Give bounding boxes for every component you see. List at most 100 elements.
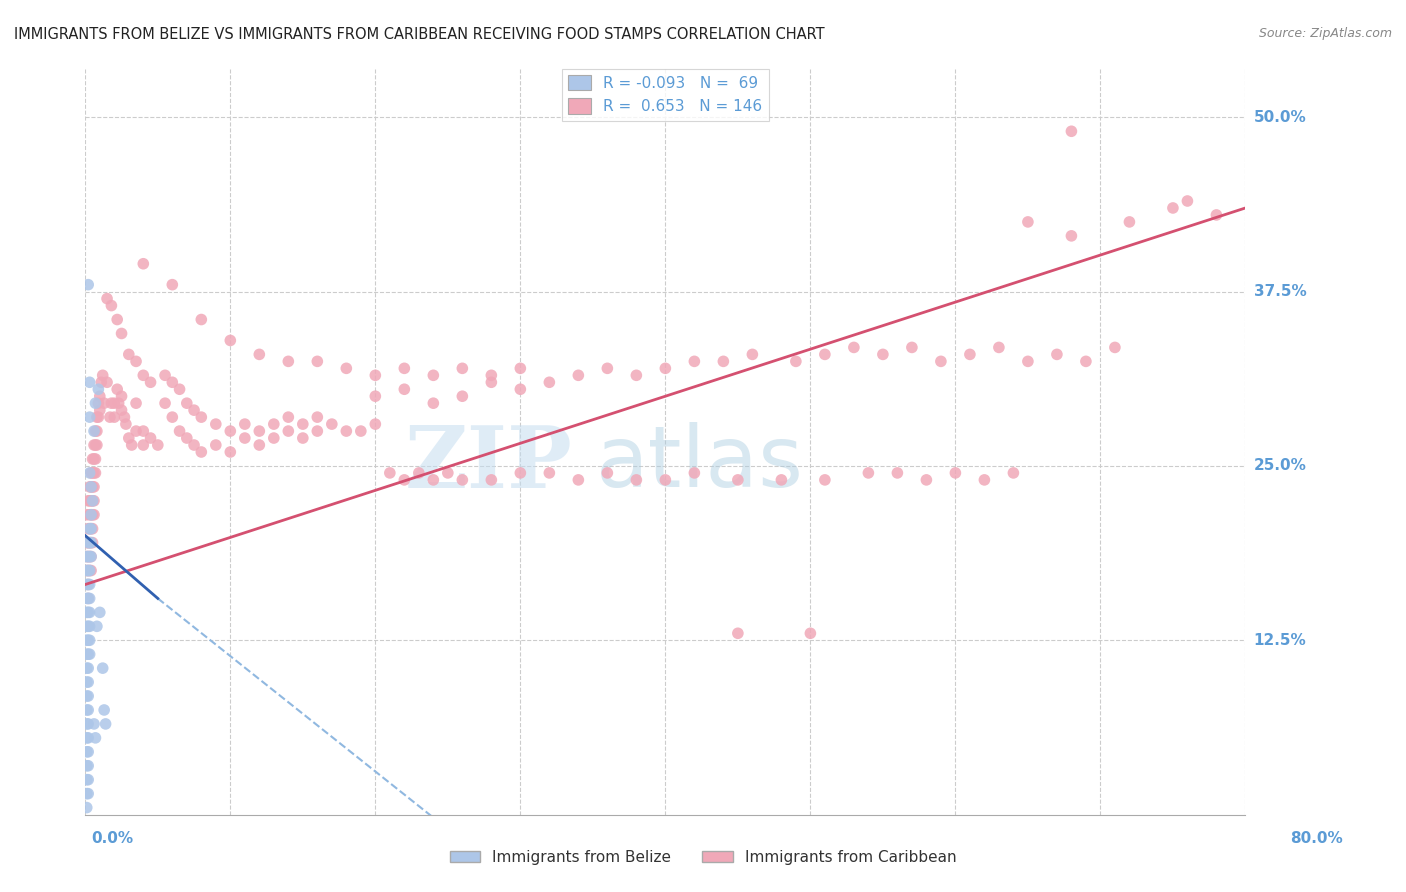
Point bbox=[77, 564, 100, 578]
Point bbox=[98, 410, 121, 425]
Point bbox=[96, 292, 118, 306]
Point bbox=[741, 347, 763, 361]
Point bbox=[1104, 340, 1126, 354]
Point bbox=[105, 312, 128, 326]
Point bbox=[814, 473, 837, 487]
Point bbox=[509, 466, 531, 480]
Point bbox=[451, 389, 474, 403]
Point bbox=[80, 535, 103, 549]
Point bbox=[378, 466, 401, 480]
Point bbox=[76, 647, 98, 661]
Point bbox=[76, 549, 98, 564]
Point bbox=[86, 619, 108, 633]
Point bbox=[307, 424, 329, 438]
Point bbox=[82, 508, 104, 522]
Point bbox=[80, 522, 103, 536]
Point bbox=[84, 466, 107, 480]
Point bbox=[86, 410, 108, 425]
Point bbox=[125, 424, 148, 438]
Point bbox=[80, 466, 103, 480]
Point bbox=[87, 382, 110, 396]
Point bbox=[76, 800, 98, 814]
Point bbox=[76, 787, 98, 801]
Point bbox=[394, 473, 416, 487]
Text: ZIP: ZIP bbox=[405, 422, 572, 506]
Point bbox=[80, 480, 103, 494]
Point bbox=[929, 354, 952, 368]
Legend: Immigrants from Belize, Immigrants from Caribbean: Immigrants from Belize, Immigrants from … bbox=[443, 844, 963, 871]
Point bbox=[77, 758, 100, 772]
Point bbox=[132, 368, 155, 383]
Point bbox=[79, 522, 101, 536]
Point bbox=[76, 731, 98, 745]
Point bbox=[335, 424, 357, 438]
Text: 37.5%: 37.5% bbox=[1254, 285, 1306, 299]
Point bbox=[77, 619, 100, 633]
Point bbox=[76, 758, 98, 772]
Point bbox=[233, 431, 256, 445]
Point bbox=[77, 522, 100, 536]
Point bbox=[80, 508, 103, 522]
Point bbox=[77, 731, 100, 745]
Point bbox=[727, 473, 749, 487]
Point bbox=[110, 326, 132, 341]
Point bbox=[959, 347, 981, 361]
Text: 25.0%: 25.0% bbox=[1254, 458, 1306, 474]
Point bbox=[82, 466, 104, 480]
Point bbox=[277, 410, 299, 425]
Point bbox=[176, 431, 198, 445]
Point bbox=[247, 347, 270, 361]
Point bbox=[596, 361, 619, 376]
Point bbox=[94, 717, 117, 731]
Point bbox=[86, 438, 108, 452]
Point bbox=[76, 675, 98, 690]
Point bbox=[1017, 215, 1039, 229]
Point bbox=[79, 633, 101, 648]
Point bbox=[987, 340, 1010, 354]
Point bbox=[567, 368, 589, 383]
Point bbox=[89, 389, 111, 403]
Point bbox=[86, 424, 108, 438]
Point bbox=[110, 389, 132, 403]
Point bbox=[711, 354, 734, 368]
Legend: R = -0.093   N =  69, R =  0.653   N = 146: R = -0.093 N = 69, R = 0.653 N = 146 bbox=[562, 69, 769, 120]
Point bbox=[76, 564, 98, 578]
Point bbox=[1118, 215, 1140, 229]
Point bbox=[190, 445, 212, 459]
Point bbox=[364, 417, 387, 431]
Point bbox=[82, 535, 104, 549]
Point bbox=[77, 703, 100, 717]
Point bbox=[394, 361, 416, 376]
Point bbox=[683, 354, 706, 368]
Point bbox=[91, 368, 114, 383]
Point bbox=[77, 661, 100, 675]
Point bbox=[132, 438, 155, 452]
Point bbox=[79, 549, 101, 564]
Point bbox=[79, 376, 101, 390]
Point bbox=[364, 389, 387, 403]
Point bbox=[799, 626, 821, 640]
Point bbox=[509, 361, 531, 376]
Point bbox=[76, 661, 98, 675]
Point bbox=[77, 277, 100, 292]
Text: 0.0%: 0.0% bbox=[91, 831, 134, 846]
Point bbox=[350, 424, 373, 438]
Point bbox=[76, 577, 98, 591]
Point bbox=[83, 480, 105, 494]
Point bbox=[80, 549, 103, 564]
Point bbox=[162, 376, 184, 390]
Point bbox=[83, 424, 105, 438]
Point bbox=[79, 480, 101, 494]
Point bbox=[1002, 466, 1025, 480]
Text: 50.0%: 50.0% bbox=[1254, 110, 1306, 125]
Point bbox=[76, 689, 98, 703]
Point bbox=[83, 438, 105, 452]
Point bbox=[79, 508, 101, 522]
Point bbox=[321, 417, 343, 431]
Point bbox=[479, 473, 502, 487]
Point bbox=[77, 577, 100, 591]
Point bbox=[683, 466, 706, 480]
Point bbox=[77, 675, 100, 690]
Point bbox=[80, 493, 103, 508]
Point bbox=[153, 368, 176, 383]
